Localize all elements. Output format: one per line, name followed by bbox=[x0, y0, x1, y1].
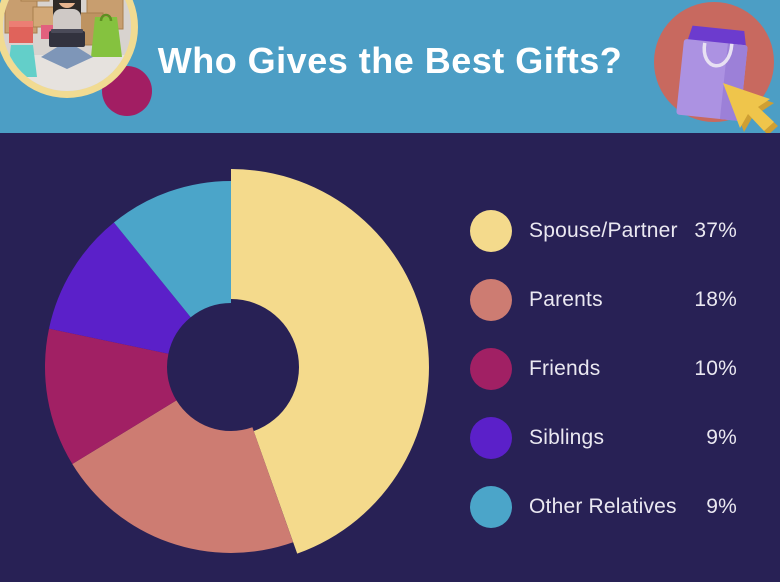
legend-value: 10% bbox=[694, 357, 737, 380]
donut-slice bbox=[113, 181, 231, 318]
legend-value: 37% bbox=[694, 219, 737, 242]
donut-slice bbox=[231, 169, 429, 554]
legend-swatch bbox=[470, 210, 512, 252]
donut-slice bbox=[44, 328, 177, 464]
legend-label: Other Relatives bbox=[529, 495, 677, 518]
legend-label: Parents bbox=[529, 288, 603, 311]
page-title: Who Gives the Best Gifts? bbox=[157, 40, 623, 81]
header-banner: Who Gives the Best Gifts? bbox=[0, 0, 780, 133]
legend-label: Siblings bbox=[529, 426, 605, 449]
shopping-bag-icon bbox=[676, 25, 748, 121]
legend-swatch bbox=[470, 279, 512, 321]
shopping-bag-decor bbox=[654, 2, 778, 133]
legend-value: 18% bbox=[694, 288, 737, 311]
legend-label: Spouse/Partner bbox=[529, 219, 678, 242]
legend-swatch bbox=[470, 348, 512, 390]
legend-item: Friends 10% bbox=[470, 348, 737, 390]
donut-slice bbox=[72, 400, 294, 553]
legend-value: 9% bbox=[706, 426, 737, 449]
cursor-icon bbox=[723, 83, 778, 133]
legend-swatch bbox=[470, 486, 512, 528]
legend-item: Other Relatives 9% bbox=[470, 486, 737, 528]
legend-label: Friends bbox=[529, 357, 601, 380]
legend-item: Parents 18% bbox=[470, 279, 737, 321]
legend-item: Spouse/Partner 37% bbox=[470, 210, 737, 252]
legend-swatch bbox=[470, 417, 512, 459]
legend-value: 9% bbox=[706, 495, 737, 518]
shopper-person-icon bbox=[41, 0, 93, 69]
donut-chart bbox=[44, 169, 429, 554]
shopper-photo-illustration bbox=[3, 0, 131, 91]
legend-item: Siblings 9% bbox=[470, 417, 737, 459]
donut-slice bbox=[49, 222, 191, 354]
shopper-photo bbox=[0, 0, 138, 98]
